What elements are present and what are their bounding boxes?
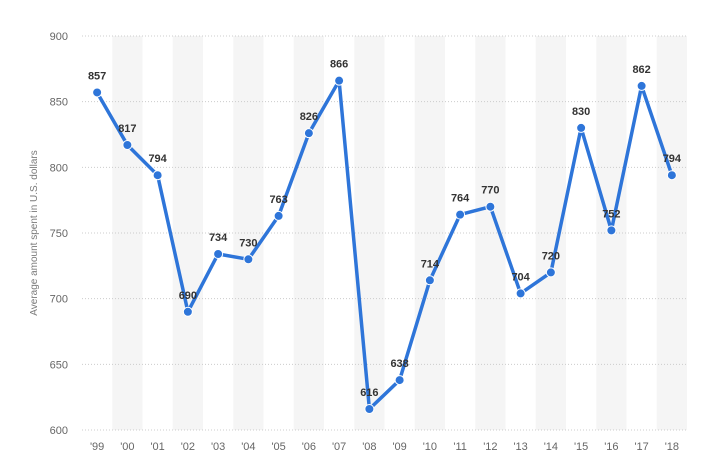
data-point (485, 201, 496, 212)
data-label: 730 (239, 237, 257, 249)
data-points (92, 75, 677, 414)
data-point (182, 306, 193, 317)
y-tick-label: 750 (50, 228, 68, 240)
data-label: 826 (300, 111, 318, 123)
data-point (213, 249, 224, 260)
x-tick-label: '07 (332, 441, 346, 453)
x-tick-label: '06 (302, 441, 316, 453)
data-label: 714 (421, 258, 440, 270)
data-labels: 857 817 794 690 734 730 763 826 866 616 638 714 764 7… (88, 59, 682, 399)
x-tick-label: '13 (513, 441, 527, 453)
x-tick-label: '08 (362, 441, 376, 453)
data-point (424, 275, 435, 286)
y-axis: 600 650 700 750 800 850 900 (50, 31, 68, 437)
column-bands (112, 36, 687, 430)
data-label: 638 (390, 358, 408, 370)
y-axis-label: Average amount spent in U.S. dollars (29, 150, 40, 315)
data-point (455, 209, 466, 220)
data-label: 752 (602, 208, 620, 220)
column-band (233, 36, 264, 430)
x-tick-label: '10 (423, 441, 437, 453)
data-label: 704 (511, 271, 530, 283)
data-label: 764 (451, 193, 470, 205)
data-point (394, 375, 405, 386)
x-tick-label: '03 (211, 441, 225, 453)
y-tick-label: 800 (50, 162, 68, 174)
data-label: 794 (148, 153, 167, 165)
x-tick-label: '05 (271, 441, 285, 453)
y-tick-label: 600 (50, 425, 68, 437)
data-point (636, 80, 647, 91)
data-label: 690 (179, 290, 197, 302)
y-tick-label: 850 (50, 97, 68, 109)
data-point (122, 140, 133, 151)
data-point (364, 403, 375, 414)
data-point (545, 267, 556, 278)
x-tick-label: '17 (634, 441, 648, 453)
data-point (303, 128, 314, 139)
data-point (334, 75, 345, 86)
x-tick-label: '04 (241, 441, 255, 453)
data-label: 866 (330, 59, 348, 71)
series-line (95, 78, 674, 411)
data-point (515, 288, 526, 299)
data-point (606, 225, 617, 236)
data-label: 734 (209, 232, 228, 244)
gridlines (82, 35, 687, 431)
data-point (92, 87, 103, 98)
data-point (152, 170, 163, 181)
x-tick-label: '02 (181, 441, 195, 453)
y-tick-label: 900 (50, 31, 68, 43)
data-label: 763 (269, 194, 287, 206)
column-band (414, 36, 445, 430)
data-label: 770 (481, 185, 499, 197)
data-label: 857 (88, 70, 106, 82)
data-point (576, 122, 587, 133)
data-label: 817 (118, 123, 136, 135)
data-point (273, 210, 284, 221)
data-label: 616 (360, 387, 378, 399)
data-point (666, 170, 677, 181)
data-label: 794 (663, 153, 682, 165)
data-label: 830 (572, 106, 590, 118)
x-axis: '99 '00 '01 '02 '03 '04 '05 '06 '07 '08 '09 '10 '11 '… (90, 441, 679, 453)
x-tick-label: '18 (665, 441, 679, 453)
x-tick-label: '11 (453, 441, 467, 453)
x-tick-label: '99 (90, 441, 104, 453)
data-label: 720 (542, 250, 560, 262)
x-tick-label: '00 (120, 441, 134, 453)
x-tick-label: '09 (392, 441, 406, 453)
x-tick-label: '14 (544, 441, 558, 453)
data-label: 862 (632, 64, 650, 76)
x-tick-label: '15 (574, 441, 588, 453)
x-tick-label: '12 (483, 441, 497, 453)
x-tick-label: '16 (604, 441, 618, 453)
data-point (243, 254, 254, 265)
y-tick-label: 650 (50, 359, 68, 371)
x-tick-label: '01 (150, 441, 164, 453)
y-tick-label: 700 (50, 294, 68, 306)
